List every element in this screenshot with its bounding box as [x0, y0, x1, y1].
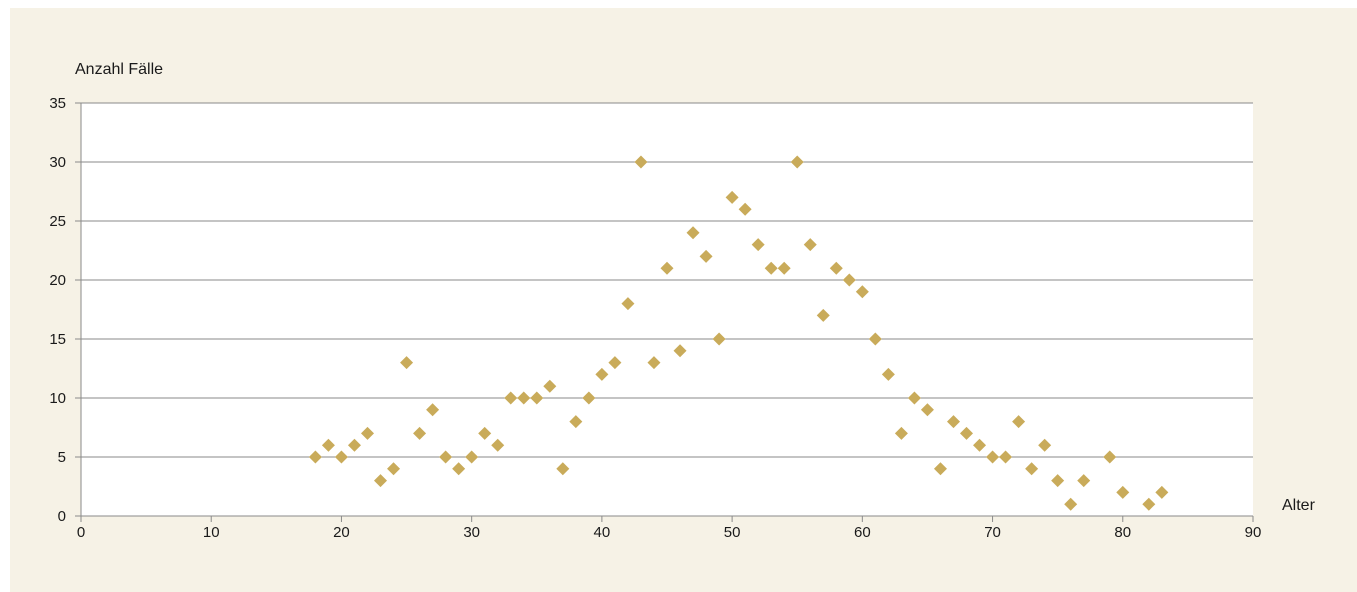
data-point — [439, 450, 453, 464]
data-point — [374, 474, 388, 488]
data-point — [816, 308, 830, 322]
plot-area — [81, 103, 1253, 516]
x-tick-label: 70 — [984, 524, 1001, 541]
data-point — [1116, 485, 1130, 499]
data-point — [1051, 474, 1065, 488]
data-point — [347, 438, 361, 452]
data-point — [621, 297, 635, 311]
data-point — [1038, 438, 1052, 452]
data-point — [790, 155, 804, 169]
data-point — [777, 261, 791, 275]
x-tick-label: 0 — [77, 524, 85, 541]
data-point — [308, 450, 322, 464]
x-tick-label: 90 — [1245, 524, 1262, 541]
data-point — [491, 438, 505, 452]
data-point — [894, 426, 908, 440]
y-tick-label: 30 — [49, 154, 66, 171]
y-tick-label: 20 — [49, 272, 66, 289]
data-point — [334, 450, 348, 464]
data-point — [1103, 450, 1117, 464]
data-point — [1155, 485, 1169, 499]
data-point — [1077, 474, 1091, 488]
data-point — [842, 273, 856, 287]
data-point — [999, 450, 1013, 464]
x-tick-label: 60 — [854, 524, 871, 541]
data-point — [660, 261, 674, 275]
x-tick-label: 50 — [724, 524, 741, 541]
x-axis-title: Alter — [1282, 497, 1316, 514]
data-points — [308, 155, 1169, 511]
data-point — [803, 238, 817, 252]
data-point — [1012, 415, 1026, 429]
x-tick-label: 80 — [1114, 524, 1131, 541]
data-point — [543, 379, 557, 393]
data-point — [595, 367, 609, 381]
data-point — [751, 238, 765, 252]
data-point — [933, 462, 947, 476]
data-point — [946, 415, 960, 429]
y-tick-label: 0 — [58, 508, 66, 525]
y-tick-label: 10 — [49, 390, 66, 407]
data-point — [712, 332, 726, 346]
data-point — [881, 367, 895, 381]
data-point — [868, 332, 882, 346]
data-point — [764, 261, 778, 275]
data-point — [907, 391, 921, 405]
x-tick-label: 20 — [333, 524, 350, 541]
axes: 0 5 10 15 20 25 30 35 0 10 20 30 40 50 60 70 80 90 — [49, 95, 1261, 541]
data-point — [517, 391, 531, 405]
data-point — [426, 403, 440, 417]
data-point — [1064, 497, 1078, 511]
x-tick-label: 10 — [203, 524, 220, 541]
chart-container: 0 5 10 15 20 25 30 35 0 10 20 30 40 50 60 70 80 90 Anzahl… — [10, 8, 1357, 592]
data-point — [986, 450, 1000, 464]
data-point — [738, 202, 752, 216]
y-axis-title: Anzahl Fälle — [75, 61, 163, 78]
data-point — [413, 426, 427, 440]
data-point — [504, 391, 518, 405]
y-tick-label: 25 — [49, 213, 66, 230]
data-point — [400, 356, 414, 370]
x-tick-label: 40 — [594, 524, 611, 541]
data-point — [556, 462, 570, 476]
data-point — [699, 249, 713, 263]
data-point — [387, 462, 401, 476]
data-point — [452, 462, 466, 476]
scatter-chart: 0 5 10 15 20 25 30 35 0 10 20 30 40 50 60 70 80 90 Anzahl… — [49, 61, 1316, 541]
data-point — [647, 356, 661, 370]
data-point — [634, 155, 648, 169]
data-point — [569, 415, 583, 429]
data-point — [530, 391, 544, 405]
data-point — [855, 285, 869, 299]
x-tick-label: 30 — [463, 524, 480, 541]
data-point — [582, 391, 596, 405]
y-tick-label: 15 — [49, 331, 66, 348]
data-point — [465, 450, 479, 464]
data-point — [673, 344, 687, 358]
grid-lines — [81, 102, 1253, 458]
data-point — [973, 438, 987, 452]
y-tick-label: 35 — [49, 95, 66, 112]
y-tick-label: 5 — [58, 449, 66, 466]
data-point — [829, 261, 843, 275]
data-point — [1142, 497, 1156, 511]
data-point — [608, 356, 622, 370]
data-point — [478, 426, 492, 440]
data-point — [920, 403, 934, 417]
data-point — [321, 438, 335, 452]
data-point — [686, 226, 700, 240]
data-point — [725, 190, 739, 204]
data-point — [1025, 462, 1039, 476]
data-point — [960, 426, 974, 440]
data-point — [360, 426, 374, 440]
